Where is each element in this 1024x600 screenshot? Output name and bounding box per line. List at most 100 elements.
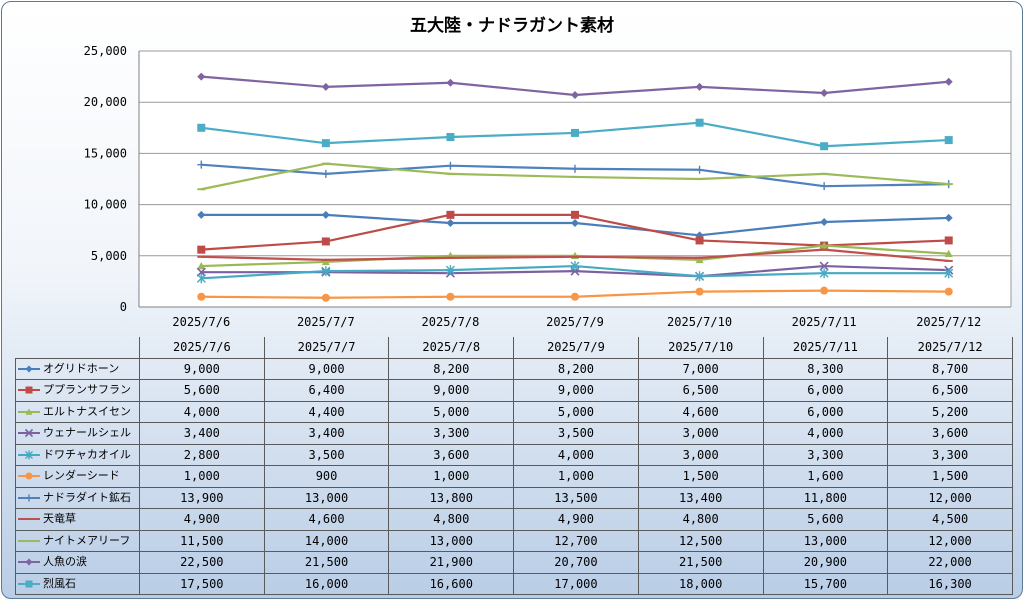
table-cell: 11,500	[139, 529, 265, 552]
table-row: 人魚の涙 22,500 21,500 21,900 20,700 21,500 20,900…	[15, 551, 1013, 574]
table-cell: 4,000	[139, 400, 265, 423]
legend-entry: 烈風石	[15, 572, 140, 595]
series-6	[197, 286, 953, 302]
data-point	[25, 365, 33, 373]
table-cell: 22,500	[139, 551, 265, 574]
data-point	[695, 287, 704, 296]
table-row: ナドラダイト鉱石 13,900 13,000 13,800 13,500 13,400 11…	[15, 486, 1013, 509]
data-point	[571, 164, 579, 173]
table-cell: 5,600	[762, 508, 889, 531]
data-table: 2025/7/6 2025/7/7 2025/7/8 2025/7/9 2025/7/1…	[15, 337, 1013, 595]
data-point	[944, 77, 953, 86]
data-point	[197, 262, 206, 270]
y-tick-label: 15,000	[84, 146, 127, 160]
table-cell: 2,800	[139, 443, 265, 466]
data-point	[321, 237, 330, 246]
table-cell: 3,300	[388, 422, 515, 445]
legend-key-icon	[18, 408, 40, 415]
data-point	[25, 408, 33, 415]
table-cell: 3,500	[513, 422, 639, 445]
series-name: ププランサフラン	[43, 383, 131, 397]
table-row: 烈風石 17,500 16,000 16,600 17,000 18,000 15,700 1…	[15, 572, 1013, 595]
data-point	[944, 249, 953, 257]
x-tick-label: 2025/7/10	[667, 315, 732, 329]
data-point	[819, 268, 829, 279]
data-point	[944, 236, 953, 245]
data-point	[321, 257, 330, 266]
x-tick-label: 2025/7/6	[172, 315, 230, 329]
data-point	[820, 182, 829, 191]
table-cell: 1,000	[513, 465, 639, 488]
legend-entry: オグリドホーン	[15, 357, 140, 380]
series-9	[197, 162, 953, 191]
table-row: 天竜草 4,900 4,600 4,800 4,900 4,800 5,600 4,500	[15, 508, 1013, 531]
table-cell: 3,000	[637, 422, 764, 445]
data-point	[695, 236, 704, 245]
data-point	[571, 210, 579, 219]
series-5	[196, 261, 954, 284]
table-cell: 4,800	[388, 508, 515, 531]
legend-key-icon	[18, 494, 40, 502]
table-row: ナイトメアリーフ 11,500 14,000 13,000 12,700 12,500 13…	[15, 529, 1013, 552]
table-cell: 17,000	[513, 572, 639, 595]
y-tick-label: 10,000	[84, 198, 127, 212]
legend-key-icon	[18, 386, 40, 394]
data-point	[571, 292, 579, 301]
data-point	[25, 494, 33, 502]
table-row: エルトナスイセン 4,000 4,400 5,000 5,000 4,600 6,000 5,…	[15, 400, 1013, 423]
table-column-header: 2025/7/6	[139, 337, 265, 359]
legend-entry: エルトナスイセン	[15, 400, 140, 423]
series-name: エルトナスイセン	[43, 404, 131, 418]
data-point	[197, 292, 206, 301]
table-cell: 20,900	[762, 551, 889, 574]
table-column-header: 2025/7/10	[637, 337, 764, 359]
table-cell: 6,000	[762, 379, 889, 402]
table-cell: 16,600	[388, 572, 515, 595]
table-corner	[15, 337, 140, 358]
data-point	[25, 580, 33, 588]
data-point	[321, 266, 331, 277]
table-cell: 21,500	[263, 551, 390, 574]
series-name: レンダーシード	[43, 469, 120, 483]
table-header-row: 2025/7/6 2025/7/7 2025/7/8 2025/7/9 2025/7/1…	[15, 337, 1013, 359]
y-tick-label: 25,000	[84, 44, 127, 58]
legend-key-icon	[18, 429, 40, 438]
legend-entry: ナイトメアリーフ	[15, 529, 140, 552]
table-cell: 1,000	[388, 465, 515, 488]
data-point	[695, 165, 704, 174]
legend-entry: ウェナールシェル	[15, 422, 140, 445]
data-point	[197, 245, 206, 254]
table-cell: 4,800	[637, 508, 764, 531]
table-cell: 22,000	[887, 551, 1013, 574]
table-cell: 12,000	[887, 529, 1013, 552]
legend-key-icon	[18, 518, 40, 521]
table-cell: 4,500	[887, 508, 1013, 531]
data-point	[445, 265, 455, 276]
data-point	[571, 219, 579, 228]
table-cell: 6,500	[887, 379, 1013, 402]
series-name: ナイトメアリーフ	[43, 533, 131, 547]
legend-entry: ナドラダイト鉱石	[15, 486, 140, 509]
data-point	[446, 161, 455, 170]
table-cell: 21,500	[637, 551, 764, 574]
table-cell: 3,600	[388, 443, 515, 466]
y-tick-label: 0	[120, 300, 127, 314]
table-cell: 13,400	[637, 486, 764, 509]
series-10	[197, 72, 953, 100]
table-cell: 12,700	[513, 529, 639, 552]
table-cell: 6,400	[263, 379, 390, 402]
series-name: ナドラダイト鉱石	[43, 490, 131, 504]
series-7	[197, 160, 953, 191]
series-lines	[196, 72, 954, 302]
series-name: ウェナールシェル	[43, 426, 131, 440]
table-column-header: 2025/7/9	[513, 337, 639, 359]
data-point	[321, 210, 330, 219]
table-cell: 5,200	[887, 400, 1013, 423]
data-point	[25, 472, 33, 480]
x-tick-label: 2025/7/9	[546, 315, 604, 329]
table-cell: 13,000	[762, 529, 889, 552]
table-row: ウェナールシェル 3,400 3,400 3,300 3,500 3,000 4,000 3,…	[15, 422, 1013, 445]
legend-entry: レンダーシード	[15, 465, 140, 488]
x-tick-label: 2025/7/12	[916, 315, 981, 329]
